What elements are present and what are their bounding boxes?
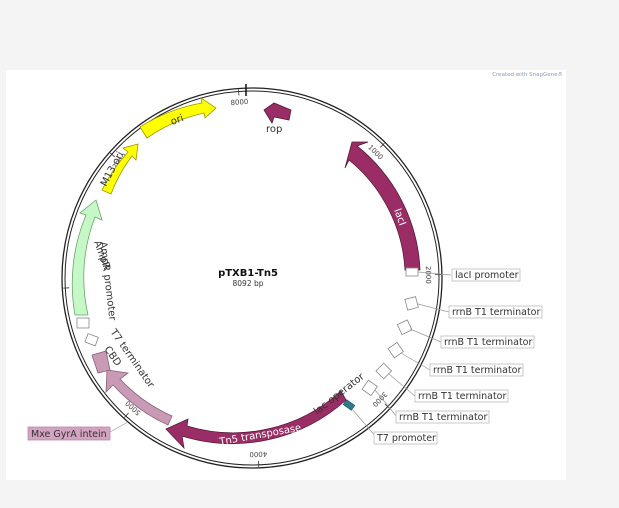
map-canvas: Created with SnapGene® 1000 2000 3000 4000 5… [6, 70, 566, 480]
tick-mark [384, 403, 390, 409]
callout-t7-promoter[interactable]: T7 promoter [373, 431, 438, 445]
m13-feature[interactable]: M13 ori [99, 143, 139, 195]
callout-laci-promoter[interactable]: lacI promoter [451, 268, 521, 282]
tick-mark [124, 412, 129, 418]
rrnb-mark-5 [361, 379, 378, 397]
ampr-feature[interactable]: AmpR AmpR promoter [71, 199, 118, 322]
rrnb-mark-2 [396, 319, 413, 336]
plasmid-size: 8092 bp [233, 279, 264, 288]
backbone-outer [61, 87, 443, 469]
callout-rrnb-3[interactable]: rrnB T1 terminator [429, 363, 524, 377]
tick-mark [379, 142, 385, 148]
svg-text:rrnB T1 terminator: rrnB T1 terminator [433, 365, 521, 376]
svg-text:T7 promoter: T7 promoter [376, 433, 436, 444]
callout-lines [109, 271, 452, 438]
rrnb-mark-4 [375, 362, 393, 380]
tick-mark [110, 152, 116, 158]
svg-text:Mxe GyrA intein: Mxe GyrA intein [31, 429, 107, 440]
tick-label: 8000 [230, 98, 248, 107]
ori-label: ori [169, 113, 185, 128]
rrnb-mark-1 [404, 296, 419, 311]
ampr-promoter-label: AmpR promoter [97, 241, 118, 322]
plasmid-name: pTXB1-Tn5 [218, 268, 278, 279]
callout-rrnb-5[interactable]: rrnB T1 terminator [395, 410, 490, 424]
backbone-inner [64, 90, 440, 466]
lac-operator-label: lac operator [312, 371, 367, 418]
svg-text:lacI promoter: lacI promoter [455, 270, 519, 281]
svg-text:rrnB T1 terminator: rrnB T1 terminator [399, 412, 487, 423]
plasmid-map: Created with SnapGene® 10002000300040005… [27, 71, 563, 469]
tn5-label: Tn5 transposase [218, 423, 303, 448]
callout-rrnb-4[interactable]: rrnB T1 terminator [414, 389, 509, 403]
tn5-feature[interactable]: Tn5 transposase [165, 390, 347, 450]
callout-mxe[interactable]: Mxe GyrA intein [27, 426, 111, 441]
mxe-feature[interactable] [105, 369, 173, 426]
ampr-promoter-mark [76, 317, 90, 329]
laci-feature[interactable]: lacI [344, 141, 421, 271]
svg-text:rrnB T1 terminator: rrnB T1 terminator [444, 337, 532, 348]
ori-feature[interactable]: ori [139, 97, 217, 139]
tick-label: 2000 [424, 266, 432, 284]
svg-text:rrnB T1 terminator: rrnB T1 terminator [418, 391, 506, 402]
svg-text:rrnB T1 terminator: rrnB T1 terminator [452, 307, 540, 318]
tick-label: 4000 [249, 450, 267, 459]
t7-promoter-mark [342, 399, 356, 411]
callout-rrnb-2[interactable]: rrnB T1 terminator [440, 335, 535, 349]
rrnb-mark-3 [387, 341, 404, 359]
rop-label: rop [266, 124, 282, 135]
callout-rrnb-1[interactable]: rrnB T1 terminator [448, 305, 543, 319]
laci-promoter-mark [405, 267, 419, 277]
rop-feature[interactable]: rop [263, 102, 292, 135]
credit-text: Created with SnapGene® [492, 71, 563, 78]
t7-terminator-mark [84, 333, 99, 347]
